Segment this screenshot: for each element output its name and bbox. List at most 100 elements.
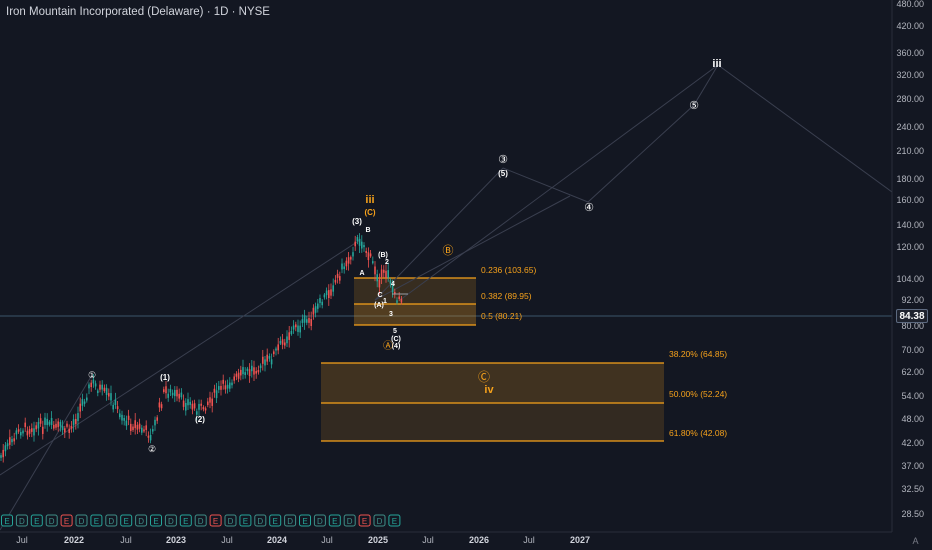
candle <box>149 434 152 441</box>
candle <box>361 241 363 249</box>
candle <box>134 420 136 429</box>
candle <box>380 269 383 278</box>
elliott-wave-labels[interactable]: ①②(1)(2)(3)(C)iiiBA(B)24C(A)135(C)(4)ⒶⒷⒸ… <box>88 58 722 454</box>
candle <box>165 386 167 394</box>
candle <box>257 369 260 373</box>
wave-label: ④ <box>584 202 594 214</box>
earnings-marker-box <box>90 514 103 527</box>
candle <box>220 385 222 390</box>
earnings-marker: E <box>362 517 367 526</box>
earnings-marker: D <box>347 517 353 526</box>
candle <box>240 369 242 376</box>
candle <box>15 430 18 435</box>
candle <box>31 428 33 432</box>
candle <box>101 384 103 390</box>
candle <box>345 260 348 267</box>
candle <box>9 437 11 445</box>
candle <box>312 307 315 315</box>
candle <box>79 403 81 412</box>
candle <box>171 392 174 396</box>
candle <box>180 392 183 398</box>
wave-label: iv <box>484 384 494 396</box>
candle <box>72 419 75 426</box>
candle <box>110 393 112 401</box>
time-tick-label: Jul <box>221 535 233 545</box>
earnings-marker-box <box>299 514 311 527</box>
candle <box>369 253 372 257</box>
candle <box>22 430 24 434</box>
time-tick-label: Jul <box>120 535 132 545</box>
fib-extension-zone-upper <box>321 363 664 403</box>
candle <box>143 429 145 432</box>
candle <box>295 324 297 328</box>
price-tick-label: 240.00 <box>896 122 924 132</box>
time-tick-label: 2022 <box>64 535 84 545</box>
earnings-marker-box <box>45 514 58 527</box>
price-axis[interactable]: 480.00 420.00 360.00 320.00 280.00 240.00 210.… <box>891 0 924 532</box>
candle <box>108 393 110 397</box>
candle <box>138 423 141 429</box>
candle <box>277 344 279 351</box>
wave-label: ① <box>88 370 96 380</box>
candle <box>141 427 143 433</box>
candle <box>200 403 202 406</box>
time-axis[interactable]: Jul 2022 Jul 2023 Jul 2024 Jul 2025 Jul 2026 Jul 20… <box>0 531 892 545</box>
candle <box>33 428 35 436</box>
candle <box>244 372 246 376</box>
candle <box>209 397 211 403</box>
time-tick-label: 2025 <box>368 535 388 545</box>
candle <box>6 443 9 447</box>
candle <box>211 398 213 406</box>
candle <box>64 428 66 433</box>
earnings-marker: E <box>34 517 39 526</box>
candle <box>394 292 396 295</box>
earnings-marker-box <box>105 514 118 527</box>
candle <box>48 421 51 425</box>
candle <box>330 289 332 296</box>
candle <box>20 431 22 436</box>
earnings-marker-box <box>254 514 267 527</box>
wave-label: 4 <box>391 281 395 288</box>
candle <box>376 274 378 282</box>
candle <box>125 420 128 426</box>
candle <box>145 425 147 430</box>
candle <box>189 401 191 405</box>
candle <box>385 270 387 279</box>
time-tick-label: 2027 <box>570 535 590 545</box>
candle <box>400 298 403 303</box>
projection-path <box>502 64 719 203</box>
projection-line <box>374 195 571 301</box>
price-tick-label: 140.00 <box>896 220 924 230</box>
candle <box>306 319 308 323</box>
fib-retracement-boxes[interactable] <box>321 277 664 442</box>
projection-line <box>374 167 504 301</box>
price-tick-label: 62.00 <box>901 367 924 377</box>
candle <box>75 418 77 424</box>
candle <box>28 429 31 434</box>
price-tick-label: 104.00 <box>896 274 924 284</box>
candle <box>169 388 172 393</box>
candle <box>352 252 354 257</box>
candle <box>288 332 290 340</box>
candle <box>281 339 284 345</box>
candle <box>114 399 117 406</box>
earnings-marker-box <box>179 514 192 527</box>
time-tick-label: Jul <box>523 535 535 545</box>
fib-zone-upper <box>354 278 476 304</box>
candle <box>191 403 194 410</box>
candle <box>17 429 20 432</box>
candle <box>44 417 46 425</box>
candle <box>218 386 220 390</box>
earnings-marker: E <box>153 517 158 526</box>
earnings-marker: E <box>4 517 9 526</box>
wave-label: 2 <box>385 259 389 266</box>
earnings-marker-box <box>60 514 73 527</box>
candle <box>37 422 40 429</box>
candle <box>372 261 374 264</box>
auto-scale-icon[interactable]: A <box>912 535 919 546</box>
candle <box>347 257 350 264</box>
earnings-marker: D <box>198 517 204 526</box>
